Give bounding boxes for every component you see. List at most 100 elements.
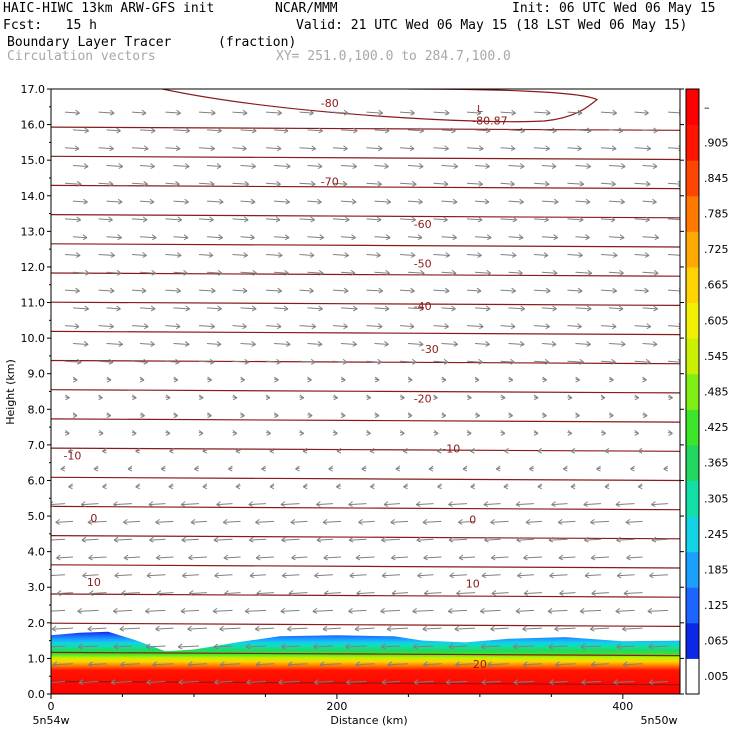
vector-arrow	[441, 163, 459, 169]
y-tick-label: 5.0	[28, 510, 46, 523]
contour-label: 0	[90, 512, 97, 525]
vector-arrow	[165, 109, 181, 116]
vector-arrow	[541, 163, 557, 169]
vector-arrow	[483, 501, 501, 508]
vector-arrow	[72, 198, 88, 205]
vector-arrow	[480, 607, 501, 614]
vector-arrow	[626, 554, 643, 561]
vector-arrow	[173, 412, 178, 419]
vector-arrow	[500, 394, 506, 401]
vector-arrow	[433, 287, 450, 294]
vector-arrow	[474, 234, 492, 241]
vector-arrow	[413, 679, 434, 685]
vector-arrow	[314, 572, 334, 579]
vector-arrow	[88, 590, 107, 597]
vector-arrow	[64, 252, 81, 258]
isotherm-line	[51, 330, 680, 336]
vector-arrow	[541, 412, 547, 419]
vector-arrow	[178, 679, 200, 685]
contour-min-marker: L	[477, 104, 483, 115]
vector-arrow	[441, 305, 456, 312]
vector-arrow	[642, 127, 658, 134]
vector-arrow	[131, 394, 137, 401]
colorbar-swatch	[686, 195, 699, 232]
vector-arrow	[131, 180, 148, 187]
vector-arrow	[634, 180, 651, 187]
vector-arrow	[466, 323, 484, 330]
vector-arrow	[503, 483, 509, 490]
y-axis: 0.0 1.0 2.0 3.0 4.0 5.0 6.0 7.0 8.0 9.0 10.0 11.0 12…	[21, 83, 684, 701]
vector-arrow	[383, 501, 401, 508]
vector-arrow	[391, 554, 409, 561]
vector-arrow	[433, 145, 449, 152]
vector-arrow	[232, 323, 247, 330]
vector-arrow	[407, 234, 423, 241]
colorbar-swatch	[686, 480, 699, 517]
vector-arrow	[466, 252, 482, 258]
vector-arrow	[508, 412, 513, 419]
vector-arrow	[441, 127, 456, 134]
vector-arrow	[567, 287, 583, 294]
vector-arrow	[131, 323, 149, 330]
vector-arrow	[508, 198, 524, 205]
vector-arrow	[466, 358, 483, 365]
vector-arrow	[340, 341, 357, 347]
vector-arrow	[667, 323, 680, 330]
vector-arrow	[642, 269, 659, 276]
vector-arrow	[139, 163, 155, 169]
vector-arrow	[319, 661, 342, 668]
vector-arrow	[525, 518, 543, 525]
vector-arrow	[355, 661, 375, 668]
vector-arrow	[663, 465, 669, 472]
vector-arrow	[616, 643, 635, 650]
vector-arrow	[113, 536, 133, 543]
vector-arrow	[515, 607, 535, 614]
y-axis-label: Height (km)	[4, 359, 17, 425]
vector-arrow	[407, 412, 413, 419]
vector-arrow	[265, 252, 283, 258]
vector-arrow	[188, 554, 208, 561]
vector-arrow	[72, 163, 89, 169]
colorbar-label: .485	[704, 386, 729, 399]
vector-arrow	[206, 305, 222, 312]
vector-arrow	[630, 465, 635, 472]
vector-arrow	[508, 163, 525, 169]
vector-arrow	[98, 109, 115, 116]
x-end-location: 5n50w	[641, 714, 678, 727]
vector-arrow	[600, 323, 617, 330]
vector-arrow	[374, 198, 392, 205]
vector-arrow	[433, 180, 449, 187]
vector-arrow	[500, 109, 516, 116]
vector-arrow	[139, 198, 155, 205]
vector-arrow	[106, 198, 123, 205]
vector-arrow	[106, 127, 121, 134]
colorbar-label: .245	[704, 528, 729, 541]
vector-arrow	[441, 412, 447, 419]
isotherm-line	[51, 184, 680, 190]
vector-arrow	[198, 180, 215, 187]
vector-arrow	[177, 643, 200, 650]
vector-arrow	[240, 305, 257, 312]
vector-arrow	[642, 341, 658, 347]
vector-arrow	[77, 607, 99, 614]
vector-arrow	[500, 145, 516, 152]
vector-arrow	[228, 465, 233, 472]
y-tick-label: 0.0	[28, 688, 46, 701]
contour-label: -10	[442, 442, 460, 455]
vector-arrow	[466, 430, 472, 436]
vector-arrow	[322, 625, 342, 632]
colorbar-label: .545	[704, 350, 729, 363]
vector-arrow	[280, 501, 300, 508]
vector-arrow	[64, 287, 80, 294]
vector-arrow	[265, 180, 281, 187]
vector-arrow	[590, 661, 610, 668]
vector-arrow	[106, 412, 112, 419]
y-tick-label: 6.0	[28, 474, 46, 487]
vector-arrow	[206, 127, 222, 134]
vector-arrow	[413, 643, 434, 650]
vector-arrow	[649, 572, 669, 579]
vector-arrow	[567, 430, 573, 436]
vector-arrow	[366, 109, 384, 116]
vector-arrow	[416, 536, 434, 543]
vector-arrow	[600, 252, 618, 258]
